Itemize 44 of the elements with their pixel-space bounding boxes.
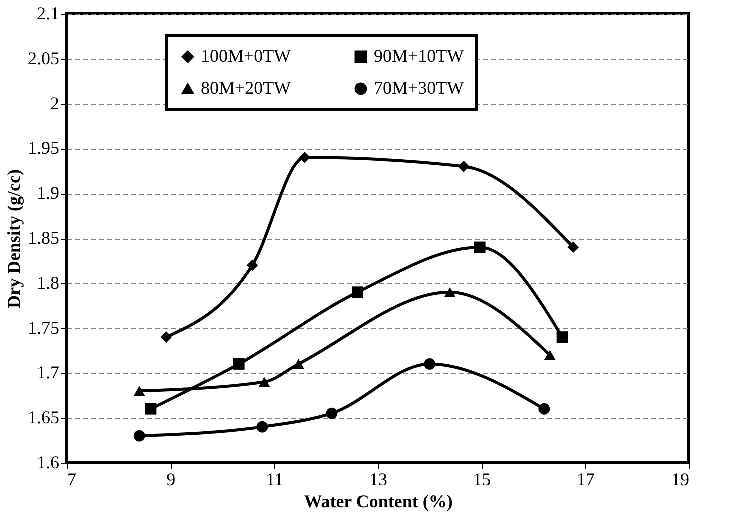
y-tick-label: 1.9 <box>37 183 60 204</box>
point <box>145 403 157 415</box>
point <box>134 430 146 442</box>
point <box>258 377 270 388</box>
legend-label: 70M+30TW <box>374 78 464 98</box>
x-tick-label: 11 <box>266 470 284 490</box>
legend-label: 100M+0TW <box>201 46 292 66</box>
x-tick-label: 15 <box>473 470 492 490</box>
y-tick-label: 2.1 <box>37 4 60 24</box>
point <box>474 242 486 254</box>
y-tick-label: 1.7 <box>37 362 60 383</box>
point <box>444 287 456 298</box>
point <box>233 358 245 370</box>
y-tick-label: 1.65 <box>28 408 60 428</box>
x-tick-label: 17 <box>576 470 595 490</box>
point <box>544 350 556 360</box>
point <box>134 386 146 396</box>
point <box>256 421 268 433</box>
x-tick-label: 9 <box>166 470 176 490</box>
x-axis-title: Water Content (%) <box>304 492 453 512</box>
point <box>292 359 304 370</box>
y-tick-label: 1.85 <box>28 228 60 248</box>
point <box>538 403 550 415</box>
point <box>160 332 172 343</box>
point <box>326 408 338 420</box>
y-tick-label: 1.75 <box>28 318 60 338</box>
point <box>352 286 364 298</box>
point <box>568 242 580 254</box>
y-axis-title: Dry Density (g/cc) <box>4 170 24 308</box>
legend-label: 80M+20TW <box>201 78 292 98</box>
legend-label: 90M+10TW <box>374 46 464 66</box>
x-tick-label: 7 <box>68 470 76 490</box>
point <box>458 160 470 172</box>
y-tick-label: 2.05 <box>28 48 60 68</box>
point <box>424 358 436 370</box>
y-tick-label: 2 <box>50 93 60 114</box>
y-tick-label: 1.6 <box>37 452 60 472</box>
y-tick-label: 1.8 <box>37 272 60 293</box>
point <box>246 260 258 272</box>
point <box>556 332 568 343</box>
point <box>299 152 311 164</box>
x-tick-label: 19 <box>672 470 690 490</box>
x-tick-label: 13 <box>370 470 388 490</box>
y-tick-label: 1.95 <box>28 138 60 158</box>
